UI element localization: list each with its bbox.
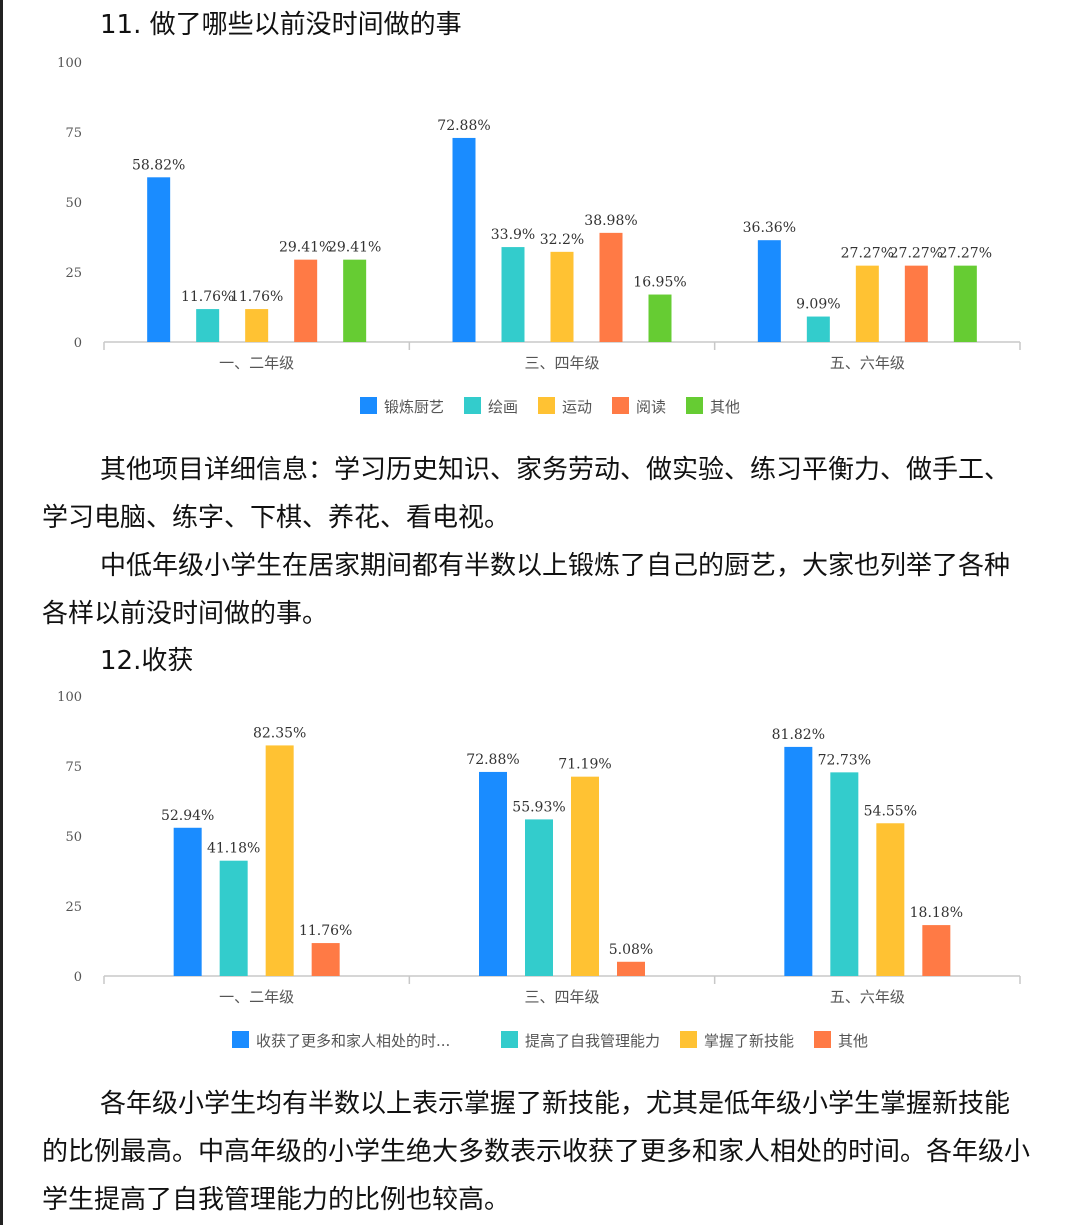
bar bbox=[617, 961, 645, 976]
bar bbox=[599, 232, 623, 342]
data-label: 27.27% bbox=[890, 246, 943, 262]
bar bbox=[784, 746, 813, 976]
y-tick-label: 50 bbox=[65, 196, 82, 211]
legend-label: 运动 bbox=[562, 398, 592, 416]
y-tick-label: 75 bbox=[65, 126, 82, 141]
legend-swatch bbox=[814, 1031, 831, 1048]
legend-swatch bbox=[612, 397, 629, 414]
data-label: 5.08% bbox=[609, 942, 653, 958]
bar bbox=[294, 259, 318, 342]
bar bbox=[806, 316, 830, 342]
category-label: 五、六年级 bbox=[830, 354, 905, 372]
y-tick-label: 0 bbox=[74, 336, 82, 351]
data-label: 41.18% bbox=[207, 841, 260, 857]
bar bbox=[311, 943, 340, 976]
y-tick-label: 100 bbox=[57, 56, 82, 71]
y-tick-label: 0 bbox=[74, 970, 82, 985]
bar bbox=[173, 827, 202, 976]
bar bbox=[479, 771, 507, 976]
bar bbox=[265, 745, 294, 976]
data-label: 27.27% bbox=[841, 246, 894, 262]
bar bbox=[757, 240, 781, 342]
section-11-paragraph-2: 中低年级小学生在居家期间都有半数以上锻炼了自己的厨艺，大家也列举了各种各样以前没… bbox=[42, 551, 1011, 629]
legend-label: 提高了自我管理能力 bbox=[525, 1032, 660, 1050]
data-label: 71.19% bbox=[558, 757, 611, 773]
y-tick-label: 100 bbox=[57, 690, 82, 705]
legend-swatch bbox=[680, 1031, 697, 1048]
bar bbox=[904, 265, 928, 342]
data-label: 33.9% bbox=[491, 227, 535, 243]
legend: 收获了更多和家人相处的时... 提高了自我管理能力 掌握了新技能 其他 bbox=[232, 1031, 868, 1050]
chart-gains: 0 25 50 75 100 52.94% 72.88% 81.82% 41.18% 55.93%… bbox=[57, 690, 1021, 1050]
data-label: 52.94% bbox=[161, 808, 214, 824]
data-label: 9.09% bbox=[796, 297, 840, 313]
data-label: 72.73% bbox=[818, 752, 871, 768]
data-label: 29.41% bbox=[328, 240, 381, 256]
bar bbox=[343, 259, 367, 342]
left-edge-line bbox=[0, 0, 3, 1225]
category-label: 一、二年级 bbox=[219, 354, 294, 372]
data-label: 81.82% bbox=[772, 727, 825, 743]
legend-swatch bbox=[501, 1031, 518, 1048]
bar bbox=[953, 265, 977, 342]
legend-label: 其他 bbox=[710, 398, 740, 416]
y-tick-label: 25 bbox=[65, 266, 82, 281]
section-12-title: 12.收获 bbox=[100, 646, 194, 676]
category-label: 一、二年级 bbox=[219, 988, 294, 1006]
y-tick-label: 75 bbox=[65, 760, 82, 775]
data-label: 16.95% bbox=[633, 275, 686, 291]
data-label: 38.98% bbox=[584, 213, 637, 229]
chart-activities: 0 25 50 75 100 58.82% 72.88% 36.36% 11.76% 33.9% 9… bbox=[57, 56, 1021, 416]
bar bbox=[648, 294, 672, 342]
bar bbox=[550, 251, 574, 342]
category-label: 三、四年级 bbox=[524, 988, 599, 1006]
data-label: 11.76% bbox=[230, 289, 283, 305]
bar bbox=[922, 925, 951, 976]
y-tick-label: 50 bbox=[65, 830, 82, 845]
bar bbox=[219, 860, 248, 976]
bar bbox=[830, 772, 859, 976]
bar bbox=[452, 137, 476, 342]
data-label: 32.2% bbox=[540, 232, 584, 248]
category-label: 三、四年级 bbox=[524, 354, 599, 372]
legend-label: 掌握了新技能 bbox=[704, 1032, 794, 1050]
data-label: 18.18% bbox=[910, 905, 963, 921]
bar bbox=[571, 776, 599, 976]
data-label: 58.82% bbox=[132, 157, 185, 173]
data-label: 27.27% bbox=[939, 246, 992, 262]
data-label: 11.76% bbox=[181, 289, 234, 305]
data-label: 72.88% bbox=[437, 118, 490, 134]
bar bbox=[245, 309, 269, 342]
data-label: 36.36% bbox=[743, 220, 796, 236]
legend-swatch bbox=[464, 397, 481, 414]
legend-swatch bbox=[538, 397, 555, 414]
y-tick-label: 25 bbox=[65, 900, 82, 915]
legend-label: 锻炼厨艺 bbox=[384, 398, 444, 416]
section-11-title: 11. 做了哪些以前没时间做的事 bbox=[100, 10, 462, 40]
legend-swatch bbox=[232, 1031, 249, 1048]
data-label: 55.93% bbox=[512, 799, 565, 815]
legend: 锻炼厨艺 绘画 运动 阅读 其他 bbox=[360, 397, 740, 416]
bar bbox=[876, 823, 905, 976]
section-11-paragraph-1: 其他项目详细信息：学习历史知识、家务劳动、做实验、练习平衡力、做手工、学习电脑、… bbox=[42, 455, 1011, 533]
legend-label: 其他 bbox=[838, 1032, 868, 1050]
legend-label: 绘画 bbox=[488, 398, 518, 416]
bar bbox=[501, 247, 525, 342]
bar bbox=[855, 265, 879, 342]
legend-swatch bbox=[360, 397, 377, 414]
legend-label: 收获了更多和家人相处的时... bbox=[256, 1032, 450, 1050]
data-label: 72.88% bbox=[466, 752, 519, 768]
data-label: 11.76% bbox=[299, 923, 352, 939]
data-label: 54.55% bbox=[864, 803, 917, 819]
category-label: 五、六年级 bbox=[830, 988, 905, 1006]
bar bbox=[525, 819, 553, 976]
section-12-paragraph-1: 各年级小学生均有半数以上表示掌握了新技能，尤其是低年级小学生掌握新技能的比例最高… bbox=[42, 1089, 1031, 1215]
bar bbox=[147, 177, 171, 342]
data-label: 29.41% bbox=[279, 240, 332, 256]
bar bbox=[196, 309, 220, 342]
data-label: 82.35% bbox=[253, 725, 306, 741]
legend-label: 阅读 bbox=[636, 398, 666, 416]
legend-swatch bbox=[686, 397, 703, 414]
